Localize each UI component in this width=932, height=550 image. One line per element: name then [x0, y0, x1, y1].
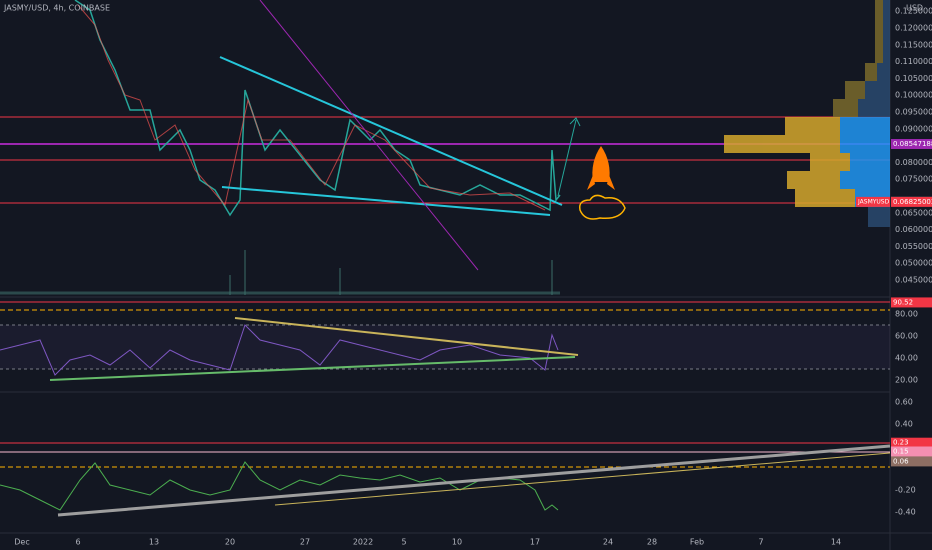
date-label: 13 — [149, 538, 159, 547]
osc-trend — [57, 444, 891, 517]
volume-profile — [724, 0, 890, 227]
axis-label: 0.60 — [895, 398, 913, 407]
axis-label: 0.06500000 — [895, 208, 932, 217]
axis-label: -0.20 — [895, 486, 916, 495]
rsi-line — [0, 324, 559, 376]
price-tag — [891, 446, 932, 457]
osc-trend — [274, 452, 891, 506]
date-label: 6 — [75, 538, 80, 547]
tag-label: 0.06825003 — [893, 198, 932, 206]
date-label: Dec — [14, 538, 29, 547]
price-tag — [891, 297, 932, 308]
date-label: 2022 — [353, 538, 373, 547]
date-label: 27 — [300, 538, 310, 547]
date-label: 14 — [831, 538, 841, 547]
symbol-title: JASMY/USD, 4h, COINBASE — [3, 4, 110, 13]
price-tag — [891, 456, 932, 467]
axis-label: 0.05000000 — [895, 259, 932, 268]
axis-label: 0.05500000 — [895, 242, 932, 251]
axis-label: 60.00 — [895, 332, 918, 341]
rsi-trend — [234, 317, 579, 356]
axis-label: 40.00 — [895, 354, 918, 363]
axis-label: 80.00 — [895, 310, 918, 319]
axis-label: -0.40 — [895, 508, 916, 517]
price-line — [74, 0, 561, 217]
currency: USD — [906, 4, 923, 13]
axis-label: 0.12000000 — [895, 24, 932, 33]
price-line-down — [77, 4, 546, 211]
price-tag — [891, 437, 932, 448]
date-label: 17 — [530, 538, 540, 547]
symbol-tag-label: JASMYUSD — [857, 198, 890, 205]
axis-label: 0.07500000 — [895, 175, 932, 184]
symbol-tag — [856, 196, 890, 207]
price-tag — [891, 139, 932, 150]
tag-label: 0.06 — [893, 457, 909, 465]
axis-label: 0.40 — [895, 420, 913, 429]
axis-label: 0.11000000 — [895, 57, 932, 66]
axis-label: 0.11500000 — [895, 40, 932, 49]
axis-label: 0.09500000 — [895, 108, 932, 117]
volume — [0, 250, 560, 295]
axis-label: 0.08000000 — [895, 158, 932, 167]
date-label: 24 — [603, 538, 613, 547]
axis-label: 0.04500000 — [895, 276, 932, 285]
axis-label: 0.12500000 — [895, 7, 932, 16]
date-label: 7 — [758, 538, 763, 547]
tag-label: 0.23 — [893, 439, 909, 447]
tag-label: 0.08547188 — [893, 140, 932, 148]
axis-label: 0.10000000 — [895, 91, 932, 100]
tag-label: 0.15 — [893, 448, 909, 456]
axis-label: 0.10500000 — [895, 74, 932, 83]
date-label: Feb — [690, 538, 704, 547]
tag-label: 90.52 — [893, 298, 913, 306]
axis-label: 0.09000000 — [895, 124, 932, 133]
price-tag — [891, 196, 932, 207]
date-label: 5 — [401, 538, 406, 547]
rsi-trend — [49, 356, 576, 381]
date-label: 20 — [225, 538, 235, 547]
axis-label: 20.00 — [895, 376, 918, 385]
rocket-icon — [578, 146, 626, 220]
axis-label: 0.06000000 — [895, 225, 932, 234]
date-label: 10 — [452, 538, 462, 547]
trendlines — [219, 0, 581, 271]
date-label: 28 — [647, 538, 657, 547]
rsi-band — [0, 325, 890, 369]
